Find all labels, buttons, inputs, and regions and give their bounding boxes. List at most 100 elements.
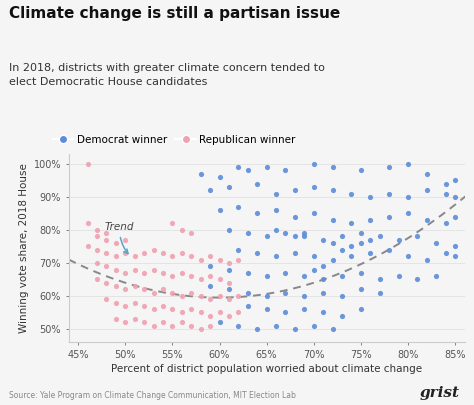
Point [282,230,289,237]
Text: Climate change is still a partisan issue: Climate change is still a partisan issue [9,6,341,21]
Point [319,290,327,296]
Point [263,306,270,312]
Point [178,319,186,326]
Point [329,187,337,194]
Point [216,256,223,263]
Point [263,293,270,299]
Point [131,299,138,306]
Point [112,253,119,260]
Point [244,290,252,296]
Point [84,220,91,226]
Point [150,290,157,296]
Point [442,180,449,187]
Point [93,227,101,233]
Point [385,213,393,220]
Point [150,306,157,312]
Point [225,313,233,319]
Point [329,326,337,332]
Point [404,160,412,167]
Point [442,190,449,197]
Point [169,220,176,226]
Point [235,164,242,171]
Point [169,290,176,296]
Point [178,250,186,256]
Point [451,253,459,260]
Point [376,290,383,296]
Point [376,276,383,283]
Point [159,286,167,292]
Text: In 2018, districts with greater climate concern tended to
elect Democratic House: In 2018, districts with greater climate … [9,63,325,87]
Point [282,309,289,316]
Point [159,270,167,276]
Point [310,160,318,167]
Point [254,250,261,256]
Point [235,322,242,329]
Point [404,194,412,200]
Point [112,283,119,289]
Point [385,190,393,197]
Point [121,250,129,256]
Point [178,293,186,299]
Point [254,326,261,332]
Point [254,180,261,187]
Point [159,303,167,309]
Point [225,260,233,266]
Point [131,283,138,289]
Point [103,263,110,269]
Point [131,316,138,322]
Point [225,184,233,190]
Point [103,230,110,237]
Point [103,237,110,243]
Point [319,276,327,283]
Point [206,273,214,279]
Point [414,233,421,240]
Point [347,253,355,260]
Point [84,243,91,249]
Point [385,247,393,253]
Point [329,240,337,246]
Point [159,250,167,256]
Point [93,260,101,266]
Point [187,322,195,329]
Point [206,187,214,194]
Point [291,233,299,240]
Point [197,326,204,332]
Point [301,233,308,240]
Point [423,171,430,177]
Point [347,220,355,226]
Point [235,247,242,253]
Point [451,213,459,220]
Point [338,247,346,253]
Point [169,273,176,279]
Point [338,233,346,240]
Point [423,187,430,194]
Point [366,250,374,256]
Point [291,250,299,256]
Point [338,293,346,299]
Point [216,174,223,180]
Text: Source: Yale Program on Climate Change Communication, MIT Election Lab: Source: Yale Program on Climate Change C… [9,391,296,400]
Point [206,283,214,289]
Point [366,237,374,243]
Point [216,276,223,283]
Point [187,306,195,312]
Point [272,207,280,213]
Point [140,303,148,309]
Point [206,322,214,329]
Point [103,279,110,286]
Point [329,256,337,263]
Point [338,273,346,279]
Point [376,233,383,240]
Point [451,177,459,183]
Point [282,270,289,276]
Point [178,309,186,316]
Point [197,256,204,263]
Point [225,227,233,233]
Point [225,279,233,286]
Point [206,296,214,303]
Text: grist: grist [420,386,460,400]
Point [310,266,318,273]
Point [140,250,148,256]
Point [244,303,252,309]
Point [103,250,110,256]
